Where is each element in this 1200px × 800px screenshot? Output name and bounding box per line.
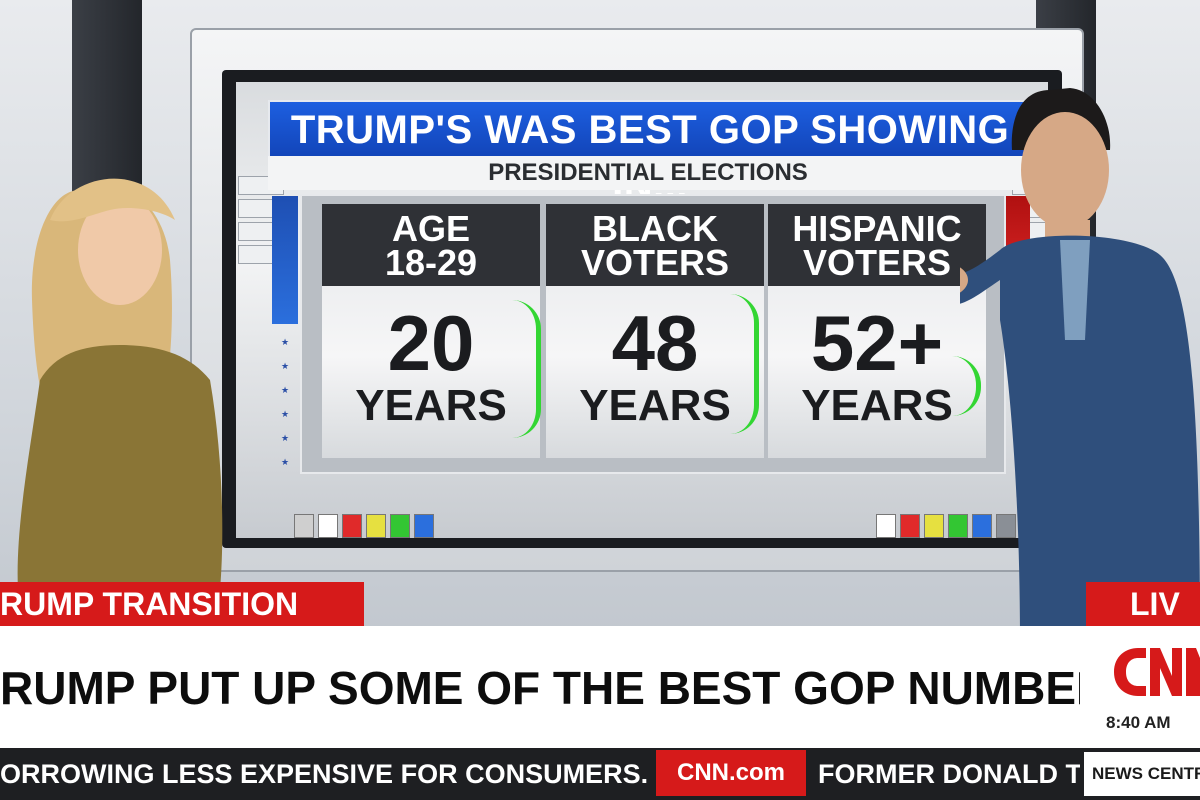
green-annotation-mark	[730, 294, 759, 434]
presenter-left-figure	[17, 178, 223, 650]
stat-number: 20	[387, 299, 475, 387]
ticker-text: ORROWING LESS EXPENSIVE FOR CONSUMERS.	[0, 759, 649, 789]
party-blue-strip	[272, 196, 298, 324]
presenter-right-figure	[960, 88, 1200, 640]
clock: 8:40 AM	[1106, 713, 1171, 732]
green-annotation-mark	[512, 300, 541, 438]
stat-number: 48	[611, 299, 699, 387]
stat-unit: YEARS	[355, 381, 507, 430]
header-line: BLACK	[592, 208, 718, 249]
stat-unit: YEARS	[579, 381, 731, 430]
header-line: HISPANIC	[792, 208, 962, 249]
color-swatch	[390, 514, 410, 538]
color-swatch	[972, 514, 992, 538]
stat-column-header: BLACK VOTERS	[546, 204, 764, 286]
color-swatch	[318, 514, 338, 538]
color-swatch	[414, 514, 434, 538]
section-tag: RUMP TRANSITION	[0, 582, 364, 626]
stat-number: 52+	[810, 299, 944, 387]
stat-column-hispanic-voters: HISPANIC VOTERS 52+ YEARS	[768, 204, 986, 458]
cnn-logo-icon	[1106, 640, 1200, 704]
graphic-subtitle: PRESIDENTIAL ELECTIONS	[268, 156, 1028, 190]
star-column-icon: ★ ★ ★ ★ ★ ★	[280, 337, 290, 467]
graphic-title: TRUMP'S WAS BEST GOP SHOWING IN...	[268, 100, 1032, 208]
color-swatch	[876, 514, 896, 538]
live-badge: LIV	[1086, 582, 1200, 626]
stat-column-header: AGE 18-29	[322, 204, 540, 286]
stat-column-black-voters: BLACK VOTERS 48 YEARS	[546, 204, 764, 458]
header-line: 18-29	[384, 242, 478, 283]
headline-band	[0, 626, 1200, 748]
color-swatch	[948, 514, 968, 538]
stat-unit: YEARS	[801, 381, 953, 430]
show-name-badge: NEWS CENTRAL	[1084, 752, 1200, 796]
stat-column-header: HISPANIC VOTERS	[768, 204, 986, 286]
color-swatch-palette	[876, 514, 1016, 538]
color-swatch	[366, 514, 386, 538]
ticker-text: FORMER DONALD T	[818, 759, 1080, 789]
header-line: AGE	[391, 208, 470, 249]
headline: RUMP PUT UP SOME OF THE BEST GOP NUMBERS…	[0, 662, 1080, 714]
stat-column-age: AGE 18-29 20 YEARS	[322, 204, 540, 458]
color-swatch-palette	[294, 514, 434, 538]
color-swatch	[924, 514, 944, 538]
header-line: VOTERS	[802, 242, 952, 283]
cnn-site-badge: CNN.com	[656, 750, 806, 796]
color-swatch	[996, 514, 1016, 538]
news-ticker	[0, 748, 1200, 800]
green-annotation-mark	[952, 356, 981, 416]
header-line: VOTERS	[580, 242, 730, 283]
color-swatch	[294, 514, 314, 538]
color-swatch	[342, 514, 362, 538]
color-swatch	[900, 514, 920, 538]
